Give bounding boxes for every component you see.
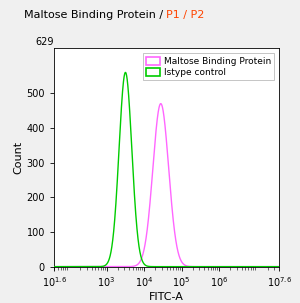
Text: P1 / P2: P1 / P2: [167, 10, 205, 20]
Text: 629: 629: [35, 37, 54, 47]
Text: Maltose Binding Protein /: Maltose Binding Protein /: [24, 10, 166, 20]
Legend: Maltose Binding Protein, Istype control: Maltose Binding Protein, Istype control: [143, 53, 274, 80]
Y-axis label: Count: Count: [14, 141, 24, 174]
X-axis label: FITC-A: FITC-A: [149, 292, 184, 302]
